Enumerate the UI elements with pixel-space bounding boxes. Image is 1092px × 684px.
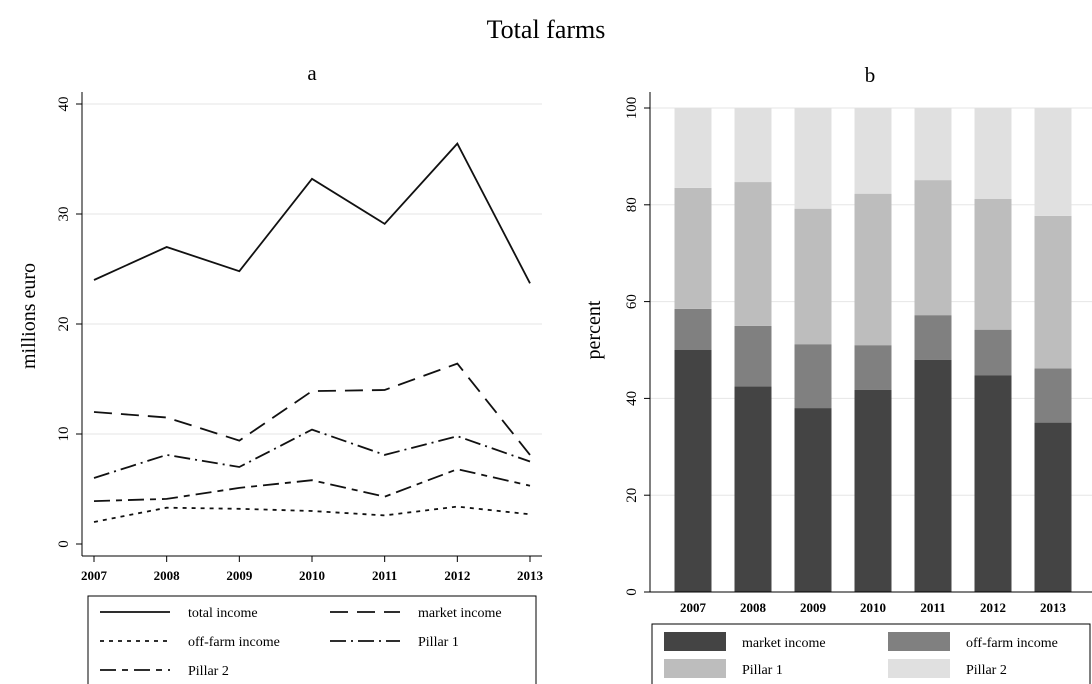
- series-line-total-income: [93, 142, 531, 284]
- x-tick-label: 2012: [444, 568, 470, 583]
- y-tick-label: 30: [56, 207, 72, 222]
- chart-a-legend: total income market income off-farm income…: [87, 595, 537, 684]
- y-tick-label: 80: [624, 197, 640, 212]
- bar-off-farm-income: [914, 315, 952, 360]
- y-tick-label: 100: [624, 97, 640, 120]
- bar-pillar-2: [974, 108, 1012, 199]
- legend-label: off-farm income: [188, 635, 280, 650]
- chart-a: a millions euro 0 10 20 30 40 2007 2008 2009 201…: [18, 61, 544, 684]
- chart-b: b percent 0 20 40 60 80 100 2007 2008 2009 2010 20…: [583, 63, 1092, 684]
- y-tick-label: 20: [624, 488, 640, 503]
- bar-pillar-1: [1034, 215, 1072, 369]
- bar-pillar-2: [794, 108, 832, 209]
- bar-pillar-1: [674, 187, 712, 309]
- x-tick-label: 2007: [680, 600, 707, 615]
- bar-pillar-2: [854, 108, 892, 194]
- legend-label: market income: [418, 606, 502, 621]
- legend-label: total income: [188, 606, 258, 621]
- bar-pillar-2: [914, 108, 952, 181]
- x-tick-label: 2010: [860, 600, 886, 615]
- chart-b-ylabel: percent: [583, 300, 605, 359]
- x-tick-label: 2013: [1040, 600, 1067, 615]
- legend-label: Pillar 2: [188, 664, 229, 679]
- legend-swatch: [888, 659, 950, 678]
- legend-swatch: [888, 632, 950, 651]
- bar-market-income: [974, 375, 1012, 592]
- x-tick-label: 2011: [920, 600, 945, 615]
- bar-off-farm-income: [854, 345, 892, 390]
- y-tick-label: 0: [624, 588, 640, 596]
- y-tick-label: 0: [56, 540, 72, 548]
- y-tick-label: 40: [624, 391, 640, 406]
- y-tick-label: 20: [56, 317, 72, 332]
- series-line-market-income: [93, 362, 531, 456]
- x-tick-label: 2013: [517, 568, 544, 583]
- bar-pillar-1: [854, 193, 892, 346]
- series-line-off-farm-income: [93, 505, 531, 523]
- legend-label: Pillar 1: [742, 663, 783, 678]
- legend-label: off-farm income: [966, 636, 1058, 651]
- bar-market-income: [914, 359, 952, 592]
- figure-title: Total farms: [487, 15, 606, 44]
- chart-a-series-lines: [93, 142, 531, 523]
- legend-label: Pillar 2: [966, 663, 1007, 678]
- bar-market-income: [794, 408, 832, 592]
- chart-b-legend: market income off-farm income Pillar 1 Pill…: [651, 623, 1091, 684]
- x-tick-label: 2009: [800, 600, 827, 615]
- legend-swatch: [664, 632, 726, 651]
- bar-pillar-1: [794, 208, 832, 345]
- bar-market-income: [854, 389, 892, 592]
- x-tick-label: 2011: [372, 568, 397, 583]
- legend-box: [87, 595, 537, 684]
- y-tick-label: 40: [56, 97, 72, 112]
- bar-pillar-1: [734, 182, 772, 326]
- y-tick-label: 60: [624, 294, 640, 309]
- y-tick-label: 10: [56, 427, 72, 442]
- chart-a-ylabel: millions euro: [18, 263, 40, 369]
- x-tick-label: 2007: [81, 568, 108, 583]
- bar-off-farm-income: [1034, 368, 1072, 423]
- chart-b-axes: 0 20 40 60 80 100 2007 2008 2009 2010 2011 2012 2013: [624, 92, 1092, 615]
- x-tick-label: 2008: [740, 600, 767, 615]
- bar-off-farm-income: [974, 329, 1012, 376]
- series-line-pillar-1: [93, 428, 531, 479]
- chart-b-bars: [674, 108, 1072, 592]
- series-line-pillar-2: [93, 468, 531, 502]
- x-tick-label: 2012: [980, 600, 1006, 615]
- legend-label: market income: [742, 636, 826, 651]
- chart-a-axes: 0 10 20 30 40 2007 2008 2009 2010 2011 2012 2013: [56, 92, 544, 583]
- bar-market-income: [674, 350, 712, 592]
- bar-pillar-1: [974, 198, 1012, 330]
- chart-a-title: a: [307, 61, 317, 85]
- bar-market-income: [734, 386, 772, 592]
- x-tick-label: 2009: [226, 568, 253, 583]
- x-tick-label: 2008: [154, 568, 181, 583]
- legend-label: Pillar 1: [418, 635, 459, 650]
- bar-pillar-2: [1034, 108, 1072, 216]
- bar-pillar-2: [734, 108, 772, 183]
- chart-b-title: b: [865, 63, 876, 87]
- bar-off-farm-income: [674, 308, 712, 350]
- bar-off-farm-income: [734, 325, 772, 387]
- bar-off-farm-income: [794, 344, 832, 409]
- x-tick-label: 2010: [299, 568, 325, 583]
- bar-pillar-1: [914, 180, 952, 316]
- legend-swatch: [664, 659, 726, 678]
- bar-market-income: [1034, 422, 1072, 592]
- bar-pillar-2: [674, 108, 712, 188]
- chart-a-gridlines: [82, 103, 542, 435]
